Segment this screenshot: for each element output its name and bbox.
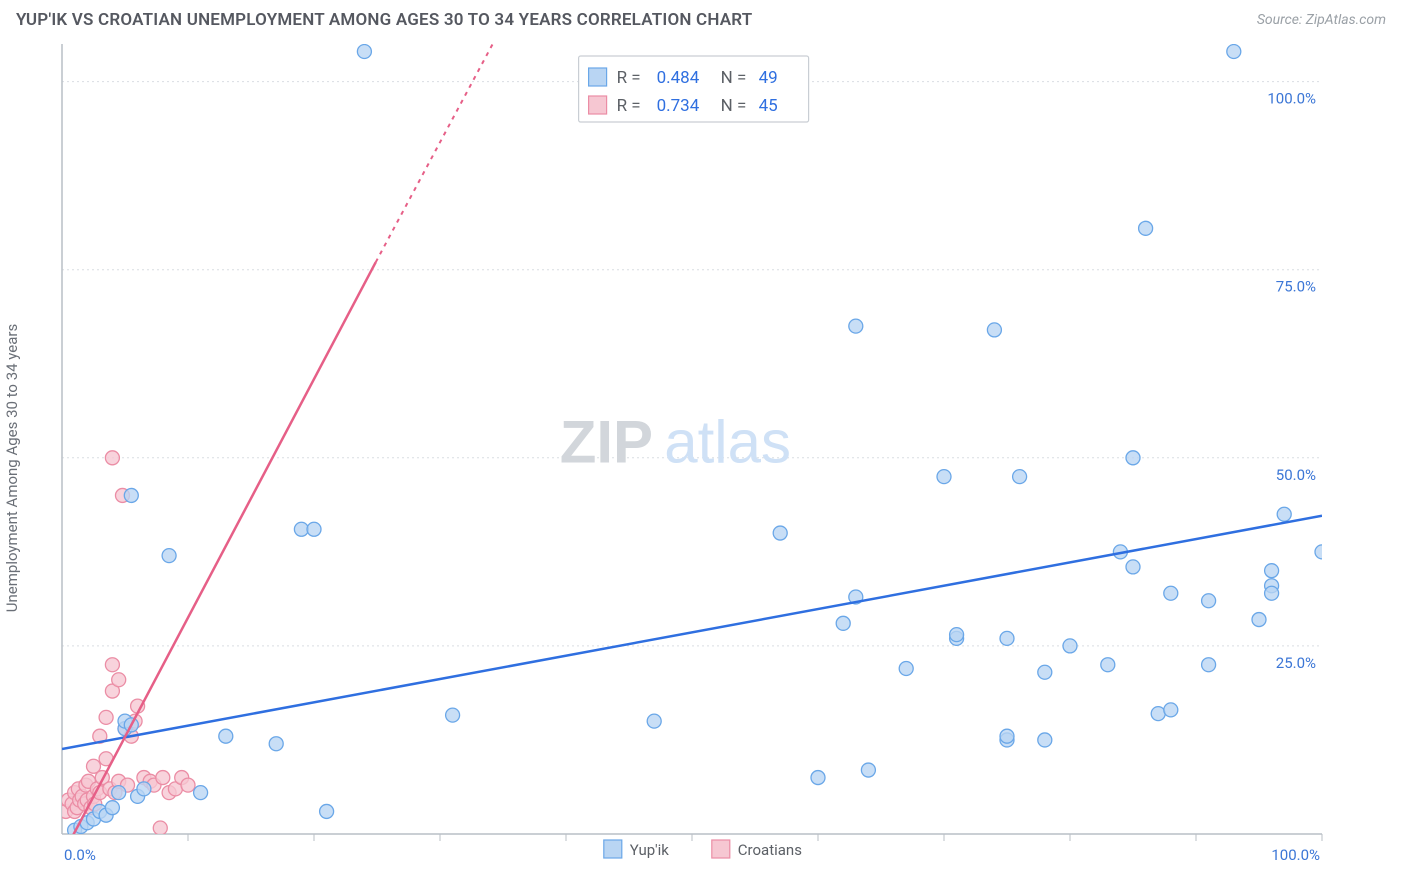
yupik-point [1265, 564, 1279, 578]
chart-title: YUP'IK VS CROATIAN UNEMPLOYMENT AMONG AG… [16, 10, 752, 30]
svg-text:45: 45 [759, 96, 778, 116]
yupik-point [647, 714, 661, 728]
svg-text:N =: N = [721, 68, 747, 88]
yupik-point [849, 319, 863, 333]
yupik-point [1063, 639, 1077, 653]
yupik-point [1277, 507, 1291, 521]
yupik-point [219, 729, 233, 743]
watermark: ZIPatlas [560, 409, 791, 476]
croatian-trendline-dash [376, 44, 497, 262]
yupik-point [1151, 707, 1165, 721]
x-tick-label: 0.0% [64, 846, 96, 864]
svg-text:R =: R = [617, 68, 641, 88]
croatians-point [112, 673, 126, 687]
yupik-point [269, 737, 283, 751]
yupik-point [950, 628, 964, 642]
svg-text:0.484: 0.484 [657, 68, 700, 88]
croatians-point [105, 658, 119, 672]
yupik-point [1164, 586, 1178, 600]
yupik-point [1139, 221, 1153, 235]
yupik-point [446, 708, 460, 722]
yupik-point [137, 782, 151, 796]
yupik-point [162, 549, 176, 563]
yupik-point [294, 522, 308, 536]
svg-text:ZIP: ZIP [560, 409, 653, 476]
yupik-point [1202, 594, 1216, 608]
croatians-point [156, 771, 170, 785]
yupik-point [1013, 470, 1027, 484]
scatter-plot: ZIPatlas 0.0% 100.0% 25.0% 50.0% 75.0% 100.0% R… [18, 44, 1388, 874]
yupik-trendline [62, 516, 1322, 749]
yupik-point [1101, 658, 1115, 672]
svg-text:atlas: atlas [664, 409, 791, 476]
croatians-point [99, 710, 113, 724]
chart-header: YUP'IK VS CROATIAN UNEMPLOYMENT AMONG AG… [0, 0, 1406, 38]
yupik-point [357, 45, 371, 59]
y-tick-label: 25.0% [1276, 654, 1316, 672]
yupik-point [1000, 729, 1014, 743]
y-axis-label: Unemployment Among Ages 30 to 34 years [3, 324, 21, 612]
y-tick-label: 50.0% [1276, 466, 1316, 484]
yupik-point [773, 526, 787, 540]
yupik-point [320, 804, 334, 818]
chart-container: Unemployment Among Ages 30 to 34 years Z… [18, 44, 1388, 874]
yupik-point [112, 786, 126, 800]
svg-text:R =: R = [617, 96, 641, 116]
yupik-point [307, 522, 321, 536]
legend-yupik: Yup'ik [630, 841, 669, 859]
y-tick-label: 100.0% [1267, 90, 1316, 108]
yupik-point [937, 470, 951, 484]
legend-croatians: Croatians [738, 841, 802, 859]
yupik-point [1126, 560, 1140, 574]
yupik-point [124, 488, 138, 502]
yupik-point [1315, 545, 1329, 559]
croatians-point [105, 451, 119, 465]
yupik-point [1227, 45, 1241, 59]
y-tick-label: 75.0% [1276, 278, 1316, 296]
yupik-point [861, 763, 875, 777]
croatian-trendline [66, 262, 376, 849]
yupik-point [1202, 658, 1216, 672]
yupik-point [836, 616, 850, 630]
correlation-box: R = 0.484 N = 49 R = 0.734 N = 45 [579, 56, 809, 122]
yupik-point [105, 801, 119, 815]
yupik-point [899, 661, 913, 675]
yupik-point [1038, 665, 1052, 679]
yupik-point [1126, 451, 1140, 465]
yupik-point [1252, 613, 1266, 627]
yupik-point [194, 786, 208, 800]
yupik-point [1164, 703, 1178, 717]
yupik-point [987, 323, 1001, 337]
croatians-point [153, 821, 167, 835]
yupik-point [1265, 586, 1279, 600]
yupik-point [811, 771, 825, 785]
chart-source: Source: ZipAtlas.com [1257, 12, 1386, 28]
svg-text:N =: N = [721, 96, 747, 116]
yupik-point [1038, 733, 1052, 747]
yupik-point [1000, 631, 1014, 645]
svg-text:0.734: 0.734 [657, 96, 700, 116]
x-tick-label: 100.0% [1271, 846, 1320, 864]
svg-text:49: 49 [759, 68, 778, 88]
series-legend: Yup'ik Croatians [604, 840, 802, 859]
croatians-point [181, 778, 195, 792]
